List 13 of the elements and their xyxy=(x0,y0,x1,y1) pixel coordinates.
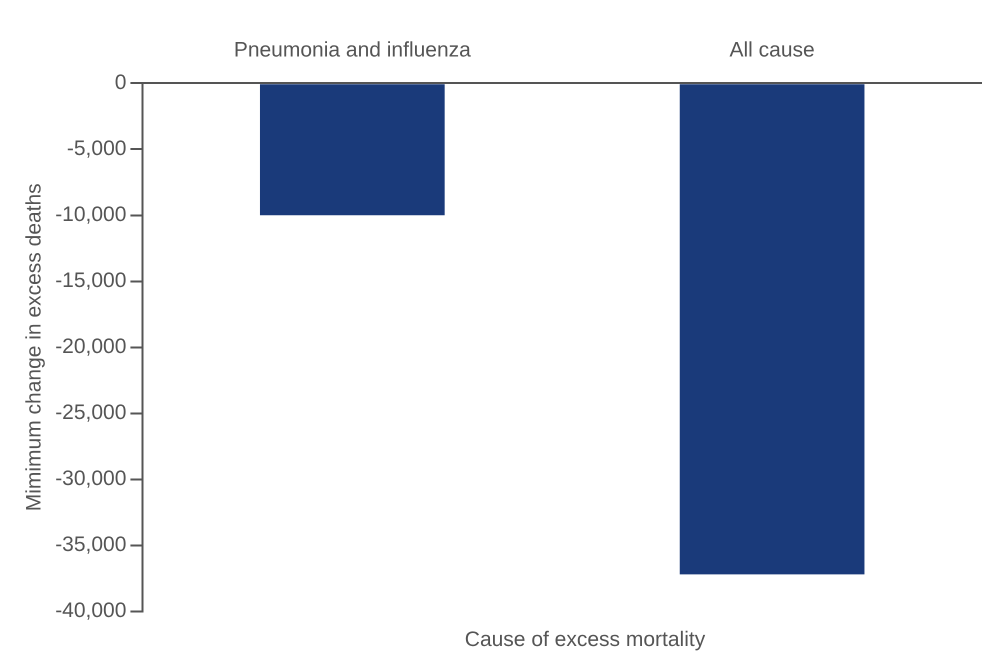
x-tick-label: Pneumonia and influenza xyxy=(234,38,472,62)
y-tick-label: -15,000 xyxy=(55,269,126,292)
y-tick-label: -40,000 xyxy=(55,599,126,622)
x-axis-title: Cause of excess mortality xyxy=(464,628,706,652)
y-axis-title: Mimimum change in excess deaths xyxy=(22,183,46,512)
y-tick-label: -20,000 xyxy=(55,335,126,358)
y-tick-label: 0 xyxy=(114,70,126,94)
y-tick-label: -10,000 xyxy=(55,203,126,226)
y-tick-label: -25,000 xyxy=(55,401,126,424)
x-tick-label: All cause xyxy=(729,38,815,62)
y-tick-label: -30,000 xyxy=(55,467,126,490)
y-tick-label: -5,000 xyxy=(66,137,126,160)
y-tick-label: -35,000 xyxy=(55,533,126,556)
